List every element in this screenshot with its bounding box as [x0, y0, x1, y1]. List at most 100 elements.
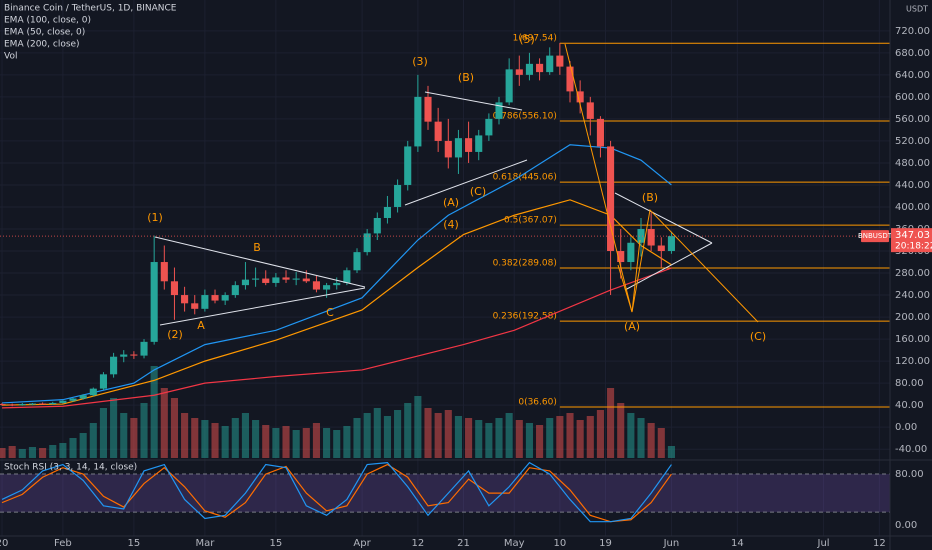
candle-body [110, 356, 118, 375]
wave-label: (3) [412, 55, 428, 68]
volume-bar [262, 425, 270, 458]
symbol-tag-bg [861, 230, 889, 243]
candle-body [607, 146, 615, 252]
wave-label: C [326, 306, 334, 319]
candle-body [586, 102, 594, 119]
volume-bar [627, 413, 635, 458]
volume-bar [586, 416, 594, 458]
candle-body [424, 96, 432, 122]
price-tag-label: 347.03 [895, 230, 930, 241]
wave-path [564, 43, 759, 323]
candle-body [667, 236, 675, 252]
volume-bar [657, 428, 665, 458]
volume-bar [39, 448, 47, 458]
wave-label: (2) [167, 328, 183, 341]
candle-body [333, 282, 341, 286]
y-tick-label: 520.00 [895, 136, 930, 147]
candle-body [505, 69, 513, 103]
candle-body [211, 295, 219, 301]
ema-line [2, 267, 672, 409]
volume-bar [343, 426, 351, 458]
volume-bar [49, 445, 57, 458]
legend: Binance Coin / TetherUS, 1D, BINANCE EMA… [4, 4, 177, 473]
drawings: (1) (2) A B C (3) (B) (A) (C) (4) (5) (B… [147, 33, 766, 343]
volume-bar [252, 420, 260, 458]
y-tick-label: 0.00 [895, 422, 917, 433]
y-tick-label: 160.00 [895, 334, 930, 345]
x-tick-label: 19 [599, 538, 612, 549]
volume-bar [211, 423, 219, 458]
candle-body [39, 403, 47, 405]
wave-path [617, 239, 641, 313]
y-tick-label: 640.00 [895, 70, 930, 81]
volume-bar [383, 416, 391, 458]
volume-bar [150, 366, 158, 458]
candle-body [566, 66, 574, 92]
fib-label: 0(36.60) [518, 398, 557, 408]
volume-bar [170, 398, 178, 458]
candle-body [617, 251, 625, 263]
volume-bar [475, 420, 483, 458]
volume-bar [465, 418, 473, 458]
volume-bar [505, 413, 513, 458]
y-tick-label: 280.00 [895, 268, 930, 279]
y-tick-label: 80.00 [895, 378, 924, 389]
legend-entry: EMA (50, close, 0) [4, 28, 85, 38]
x-tick-label: May [504, 538, 525, 549]
volume-bar [292, 430, 300, 458]
price-tag-bg [891, 228, 932, 253]
volume-bar [312, 423, 320, 458]
candle-body [120, 354, 128, 357]
candle-body [637, 229, 645, 243]
trendline [154, 236, 366, 288]
symbol-tag: BNBUSDT [858, 232, 893, 240]
trendline [404, 159, 528, 206]
candle-body [353, 252, 361, 271]
volume-bar [363, 413, 371, 458]
fib-label: 0.5(367.07) [504, 216, 557, 226]
legend-entry: EMA (100, close, 0) [4, 16, 91, 26]
volume-bar [373, 408, 381, 458]
candle-body [302, 278, 310, 282]
stoch-band [0, 474, 890, 513]
y-tick-label: 440.00 [895, 180, 930, 191]
x-tick-label: 15 [270, 538, 283, 549]
candle-body [262, 278, 270, 283]
volume-bar [556, 416, 564, 458]
volume-bar [18, 449, 26, 458]
volume-bar [525, 423, 533, 458]
x-tick-label: 15 [128, 538, 141, 549]
stoch-d-line [1, 463, 672, 523]
y-tick-label: 40.00 [895, 400, 924, 411]
candle-body [363, 233, 371, 253]
volume-bar [120, 413, 128, 458]
volume-bar [566, 413, 574, 458]
volume-bar [89, 423, 97, 458]
wave-label: (5) [519, 33, 535, 46]
candle-body [454, 138, 462, 158]
candle-body [515, 69, 523, 75]
candle-body [140, 341, 148, 356]
candle-body [657, 245, 665, 252]
volume-bar [515, 420, 523, 458]
candle-body [576, 91, 584, 103]
wave-label: (A) [624, 320, 640, 333]
volume-bar [160, 388, 168, 458]
volume-bar [110, 398, 118, 458]
candle-body [343, 270, 351, 283]
volume-bar [130, 418, 138, 458]
candle-body [79, 395, 87, 399]
candle-body [28, 403, 37, 405]
candle-body [0, 404, 6, 406]
y-tick-label: -40.00 [895, 444, 927, 455]
candle-body [465, 138, 473, 152]
countdown: 20:18:22 [895, 242, 932, 252]
volume-bar [241, 413, 249, 458]
legend-title: Binance Coin / TetherUS, 1D, BINANCE [4, 4, 177, 14]
wave-label: (C) [470, 185, 486, 198]
fib-label: 0.618(445.06) [493, 173, 557, 183]
ema-line [1, 144, 672, 404]
volume-bar [323, 428, 331, 458]
volume-bar [0, 448, 6, 458]
